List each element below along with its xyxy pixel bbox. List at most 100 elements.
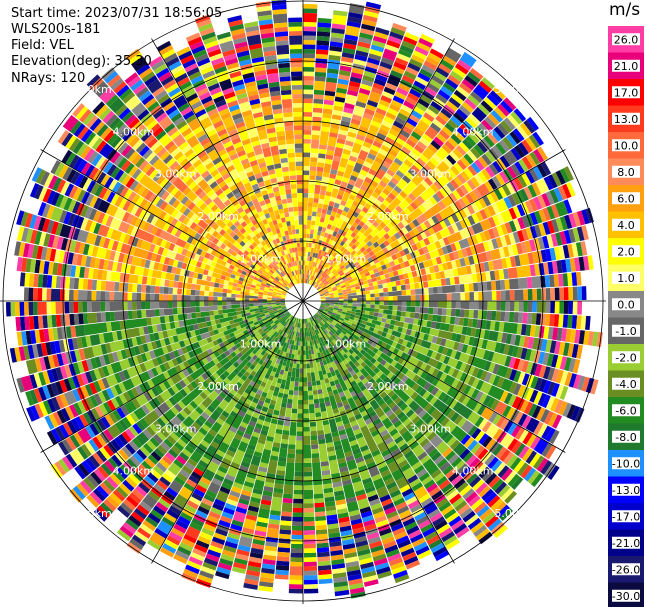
- ppi-ray: [205, 161, 276, 261]
- ppi-ray: [328, 33, 435, 245]
- ppi-ray: [87, 301, 245, 313]
- ppi-ray: [114, 451, 126, 464]
- colorbar-tick-label: -6.0: [615, 404, 636, 417]
- ppi-ray: [489, 90, 503, 103]
- ppi-ray: [76, 229, 184, 269]
- ppi-ray: [326, 190, 500, 289]
- ppi-ray: [42, 312, 275, 415]
- ppi-ray: [59, 379, 68, 393]
- ppi-ray: [61, 149, 73, 164]
- ppi-ray: [28, 301, 34, 316]
- ppi-ray: [230, 108, 296, 280]
- ppi-ray: [316, 547, 330, 553]
- ppi-ray: [271, 0, 286, 2]
- ppi-ray: [182, 355, 213, 377]
- ppi-ray: [130, 79, 152, 102]
- ppi-ray: [234, 340, 295, 566]
- ppi-ray: [55, 276, 277, 300]
- ppi-ray: [368, 315, 515, 357]
- ppi-ray: [152, 108, 165, 120]
- ppi-ray: [423, 381, 439, 396]
- ppi-ray: [114, 169, 125, 181]
- ppi-ray: [76, 143, 128, 184]
- ppi-ray: [183, 515, 220, 579]
- range-ring-label: 5.00km: [70, 507, 112, 520]
- ppi-ray: [311, 326, 376, 494]
- ppi-ray: [96, 505, 111, 519]
- ppi-ray: [80, 162, 92, 175]
- ppi-ray: [508, 356, 582, 389]
- ppi-ray: [279, 80, 301, 252]
- ppi-ray: [456, 93, 500, 139]
- ppi-ray: [197, 219, 286, 288]
- ppi-ray: [566, 404, 577, 419]
- ppi-ray: [336, 154, 429, 261]
- ppi-ray: [65, 305, 263, 339]
- ppi-ray: [93, 393, 103, 406]
- ppi-ray: [309, 19, 377, 271]
- ppi-ray: [523, 336, 530, 348]
- ppi-ray: [555, 170, 566, 185]
- ppi-ray: [73, 301, 79, 314]
- ppi-ray: [165, 171, 288, 286]
- ppi-ray: [321, 341, 418, 531]
- ppi-ray: [499, 418, 510, 431]
- ppi-ray: [307, 318, 370, 510]
- ppi-ray: [457, 59, 472, 72]
- ppi-ray: [417, 549, 432, 560]
- ppi-ray: [245, 569, 261, 577]
- ppi-ray: [143, 116, 269, 261]
- ppi-ray: [330, 549, 344, 556]
- ppi-ray: [95, 140, 107, 153]
- ppi-ray: [440, 51, 477, 97]
- ppi-ray: [38, 260, 223, 293]
- colorbar-tick-label: -2.0: [615, 351, 636, 364]
- ppi-ray: [34, 184, 81, 214]
- ppi-ray: [50, 414, 136, 479]
- ppi-ray: [540, 161, 552, 176]
- ppi-ray: [135, 157, 146, 168]
- ppi-ray: [226, 191, 234, 200]
- ppi-ray: [555, 355, 563, 369]
- ppi-ray: [315, 67, 467, 283]
- ppi-ray: [469, 457, 481, 470]
- ppi-ray: [257, 14, 276, 48]
- ppi-ray: [70, 265, 77, 278]
- ppi-ray: [348, 360, 454, 494]
- ppi-ray: [317, 143, 438, 285]
- ppi-ray: [272, 434, 289, 498]
- ppi-ray: [396, 112, 409, 122]
- ppi-ray: [184, 148, 293, 288]
- ppi-ray: [230, 75, 295, 272]
- ppi-ray: [183, 533, 197, 544]
- ppi-ray: [352, 527, 365, 535]
- ppi-ray: [442, 82, 456, 93]
- ppi-ray: [401, 40, 416, 50]
- ppi-ray: [240, 326, 295, 468]
- ppi-ray: [329, 305, 552, 353]
- ppi-ray: [327, 182, 576, 292]
- ppi-ray: [324, 306, 460, 351]
- start-time-label: Start time: 2023/07/31 18:56:05: [11, 6, 223, 21]
- ppi-ray: [529, 151, 541, 166]
- ppi-ray: [303, 507, 315, 513]
- ppi-ray: [549, 313, 555, 327]
- ppi-ray: [325, 276, 542, 300]
- ppi-ray: [275, 569, 289, 576]
- ppi-ray: [418, 493, 460, 550]
- colorbar-tick-label: 21.0: [614, 60, 639, 73]
- ppi-ray: [94, 326, 209, 368]
- ppi-ray: [174, 321, 287, 452]
- ppi-ray: [383, 74, 402, 96]
- ppi-ray: [93, 308, 282, 381]
- ppi-ray: [303, 521, 316, 549]
- ppi-ray: [568, 373, 577, 388]
- azimuth-spokes: [0, 0, 606, 604]
- ppi-ray: [223, 140, 289, 269]
- ppi-ray: [555, 232, 563, 246]
- ppi-ray: [277, 551, 290, 558]
- ppi-ray: [382, 48, 398, 62]
- colorbar-tick-label: -1.0: [615, 325, 636, 338]
- ppi-ray: [331, 313, 505, 401]
- ppi-ray: [182, 110, 195, 120]
